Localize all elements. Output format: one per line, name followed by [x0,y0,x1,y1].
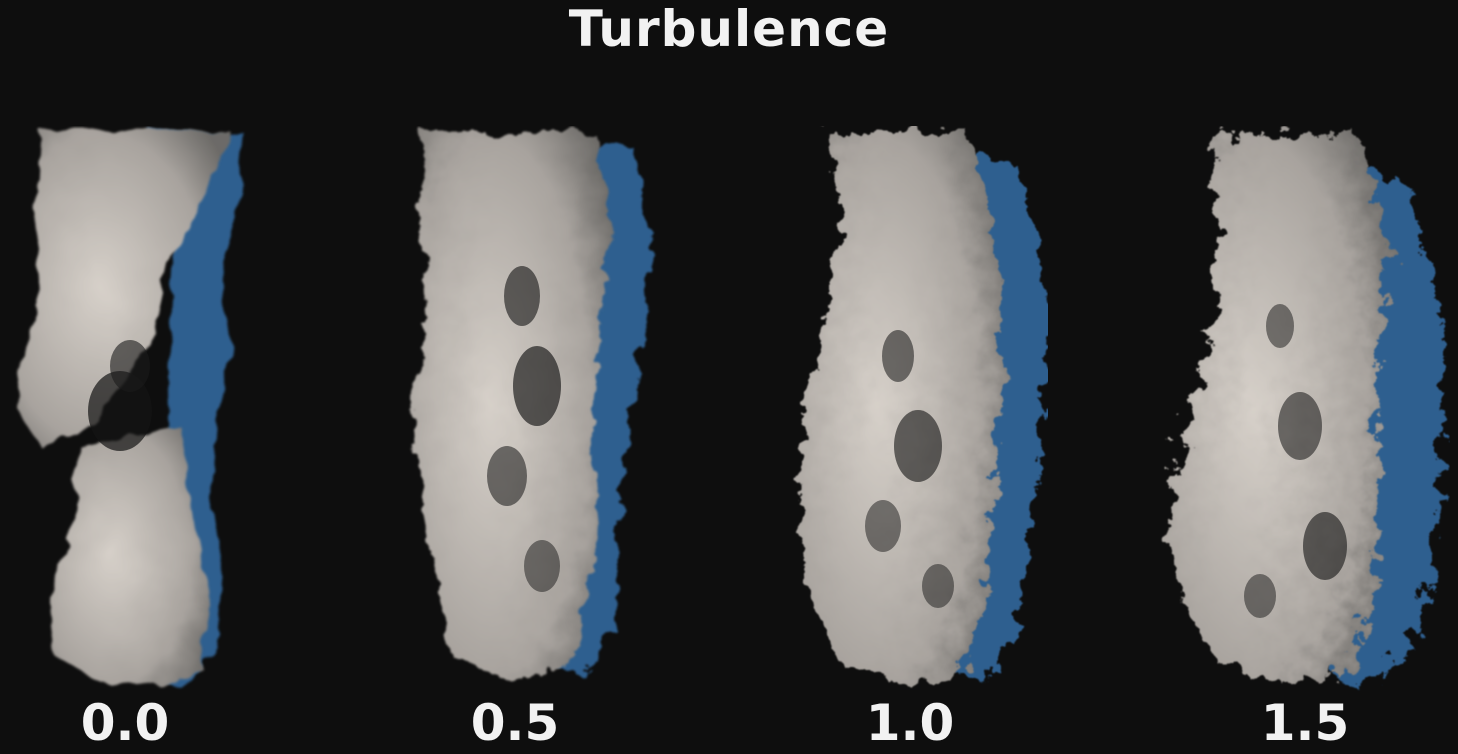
smoke-simulation-image-1 [402,126,662,706]
page-title: Turbulence [568,0,890,58]
smoke-simulation-image-0 [0,126,260,706]
smoke-simulation-image-3 [1160,126,1450,706]
smoke-simulation-image-2 [788,126,1048,706]
smoke-plume-graphic [1165,136,1445,691]
smoke-plume-graphic [412,131,652,681]
turbulence-value-label: 1.0 [865,694,955,752]
turbulence-value-label: 1.5 [1260,694,1350,752]
smoke-plume-graphic [15,131,245,686]
smoke-plume-graphic [798,131,1048,686]
turbulence-value-label: 0.5 [470,694,560,752]
turbulence-value-label: 0.0 [80,694,170,752]
